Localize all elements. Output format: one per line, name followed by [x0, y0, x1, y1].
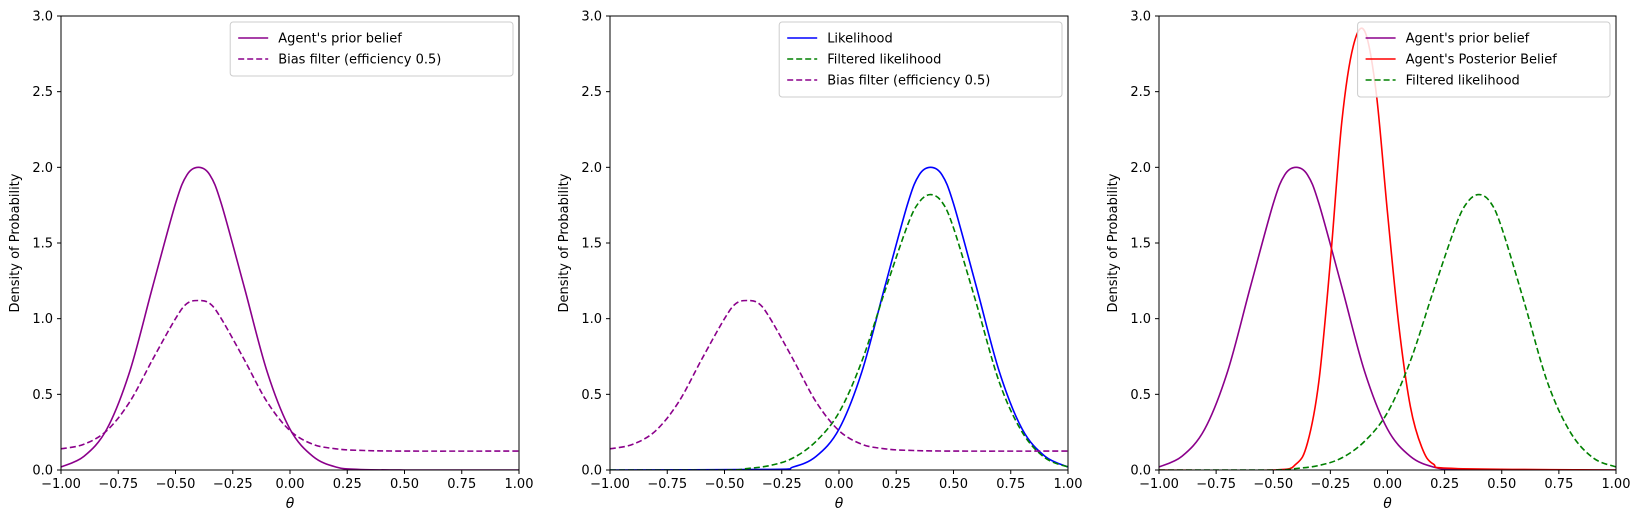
y-tick-label: 1.5: [32, 237, 53, 252]
y-tick-label: 2.0: [1130, 161, 1151, 176]
legend-label: Agent's prior belief: [278, 32, 402, 47]
x-tick-label: 1.00: [1054, 477, 1083, 492]
x-tick-label: −0.25: [762, 477, 802, 492]
series-line-1: [61, 166, 519, 470]
chart-panel-1: −1.00 −0.75 −0.50 −0.25 0.00 0.25 0.50 0.75 1.00…: [8, 10, 533, 513]
series-line-3: [1159, 193, 1616, 470]
x-tick-label: −0.50: [1253, 477, 1293, 492]
y-tick-label: 0.0: [32, 464, 53, 479]
y-tick-label: 1.5: [581, 237, 602, 252]
y-tick-label: 2.0: [581, 161, 602, 176]
x-tick-label: −1.00: [590, 477, 630, 492]
legend-label: Bias filter (efficiency 0.5): [278, 53, 441, 68]
y-axis-label: Density of Probability: [8, 173, 23, 312]
y-tick-label: 1.0: [581, 312, 602, 327]
legend-box: [778, 21, 1063, 98]
x-axis-label: θ: [1383, 496, 1392, 512]
x-tick-label: −0.50: [156, 477, 196, 492]
x-tick-label: 0.75: [1544, 477, 1573, 492]
x-tick-label: 0.00: [1373, 477, 1402, 492]
series-group: [61, 166, 519, 470]
x-tick-label: 0.25: [882, 477, 911, 492]
legend-label: Likelihood: [827, 32, 893, 47]
chart-panel-3: −1.00 −0.75 −0.50 −0.25 0.00 0.25 0.50 0.75 1.00…: [1106, 10, 1630, 513]
series-line-3: [610, 299, 1068, 452]
y-axis-label: Density of Probability: [1106, 173, 1121, 312]
x-tick-label: 0.25: [1430, 477, 1459, 492]
x-tick-label: −0.75: [1196, 477, 1236, 492]
y-tick-label: 1.5: [1130, 237, 1151, 252]
series-line-1: [610, 166, 1068, 470]
x-tick-label: 0.00: [825, 477, 854, 492]
legend: Agent's prior belief Agent's Posterior Be…: [1357, 21, 1611, 98]
legend-box: [229, 21, 514, 77]
x-tick-label: −0.50: [705, 477, 745, 492]
chart-panel-2: −1.00 −0.75 −0.50 −0.25 0.00 0.25 0.50 0.75 1.00…: [557, 10, 1082, 513]
plot-frame: [60, 15, 520, 471]
legend-label: Agent's prior belief: [1406, 32, 1530, 47]
x-tick-label: 0.50: [1487, 477, 1516, 492]
x-tick-label: −1.00: [41, 477, 81, 492]
x-axis-label: θ: [286, 496, 295, 512]
y-tick-label: 0.5: [1130, 388, 1151, 403]
x-tick-label: 0.50: [939, 477, 968, 492]
y-tick-label: 2.5: [32, 85, 53, 100]
y-tick-label: 2.0: [32, 161, 53, 176]
legend-label: Agent's Posterior Belief: [1406, 53, 1558, 68]
y-tick-label: 0.5: [32, 388, 53, 403]
x-tick-label: −0.25: [1310, 477, 1350, 492]
y-tick-label: 2.5: [581, 85, 602, 100]
legend-box: [1357, 21, 1611, 98]
y-tick-label: 0.0: [581, 464, 602, 479]
y-tick-label: 0.0: [1130, 464, 1151, 479]
y-tick-label: 3.0: [581, 10, 602, 25]
legend-label: Filtered likelihood: [1406, 74, 1520, 89]
y-tick-label: 1.0: [1130, 312, 1151, 327]
y-tick-label: 2.5: [1130, 85, 1151, 100]
y-axis-label: Density of Probability: [557, 173, 572, 312]
y-tick-label: 3.0: [1130, 10, 1151, 25]
legend-label: Filtered likelihood: [827, 53, 941, 68]
series-line-2: [610, 193, 1068, 470]
legend: Likelihood Filtered likelihood Bias filter…: [778, 21, 1063, 98]
x-tick-label: −0.75: [98, 477, 138, 492]
y-tick-label: 1.0: [32, 312, 53, 327]
x-tick-label: 0.75: [996, 477, 1025, 492]
legend-label: Bias filter (efficiency 0.5): [827, 74, 990, 89]
series-line-2: [61, 299, 519, 452]
series-group: [610, 166, 1068, 470]
x-tick-label: 0.25: [333, 477, 362, 492]
x-tick-label: 0.50: [390, 477, 419, 492]
y-tick-label: 0.5: [581, 388, 602, 403]
x-tick-label: 0.75: [447, 477, 476, 492]
x-tick-label: −0.75: [647, 477, 687, 492]
x-tick-label: 1.00: [505, 477, 534, 492]
legend: Agent's prior belief Bias filter (efficie…: [229, 21, 514, 77]
x-axis-label: θ: [835, 496, 844, 512]
x-tick-label: −1.00: [1139, 477, 1179, 492]
x-tick-label: −0.25: [213, 477, 253, 492]
x-tick-label: 1.00: [1602, 477, 1631, 492]
x-tick-label: 0.00: [276, 477, 305, 492]
y-tick-label: 3.0: [32, 10, 53, 25]
